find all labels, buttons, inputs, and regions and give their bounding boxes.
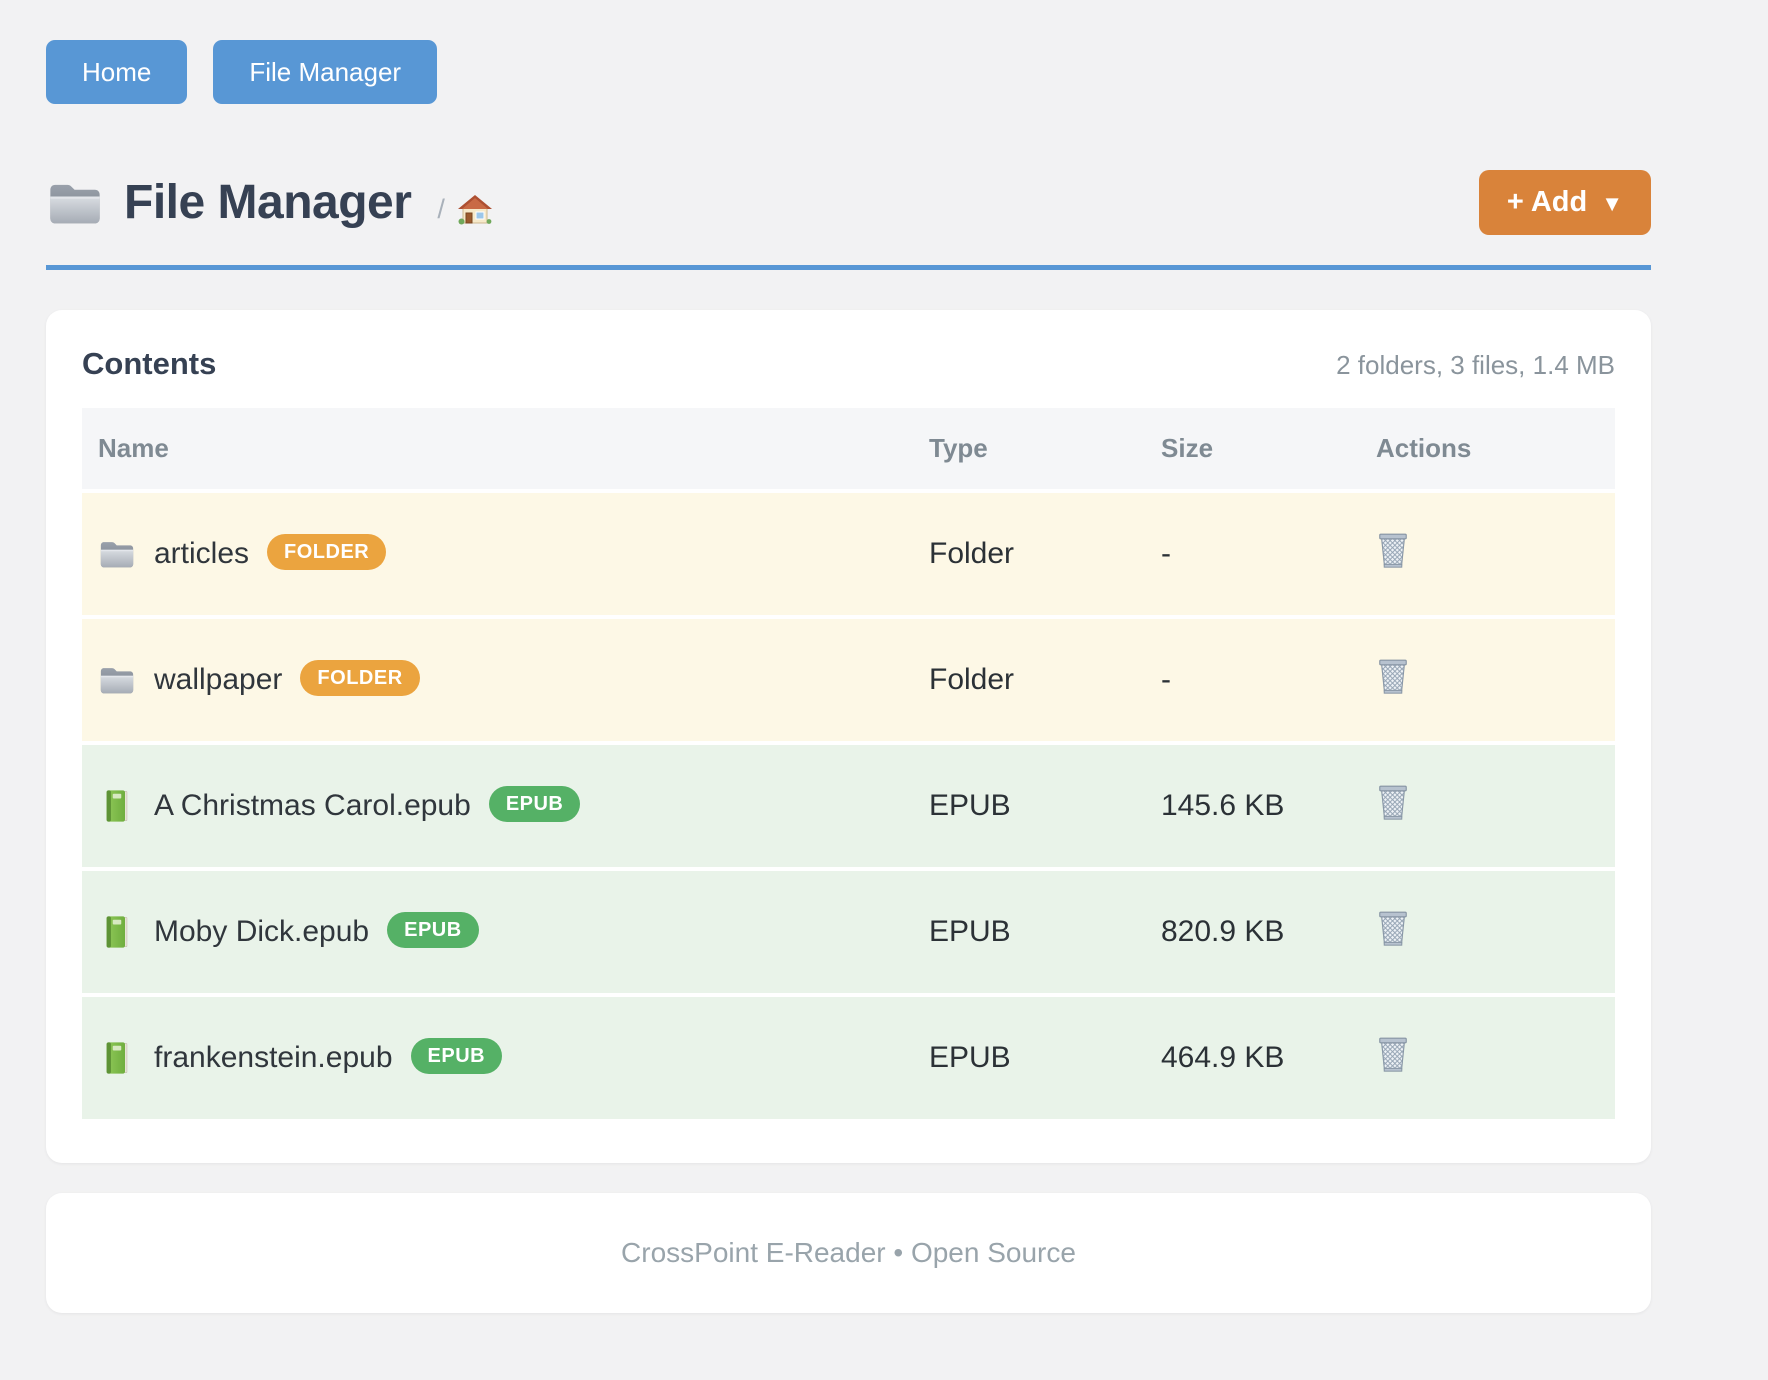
add-button-label: + Add <box>1506 186 1588 218</box>
chevron-down-icon: ▼ <box>1601 190 1623 216</box>
green-book-icon <box>98 1041 136 1075</box>
footer-text: CrossPoint E-Reader • Open Source <box>621 1237 1076 1268</box>
column-header-type: Type <box>913 408 1145 493</box>
nav-button-file-manager[interactable]: File Manager <box>213 40 438 104</box>
delete-button[interactable] <box>1376 783 1410 821</box>
file-size: 145.6 KB <box>1145 743 1360 871</box>
folder-icon <box>98 663 136 697</box>
file-type: EPUB <box>913 743 1145 871</box>
file-type: EPUB <box>913 869 1145 997</box>
table-body: articles FOLDER Folder - wallpaper FOLDE… <box>82 491 1615 1123</box>
trash-icon <box>1376 909 1410 947</box>
file-name[interactable]: frankenstein.epub <box>154 1041 393 1074</box>
file-size: 820.9 KB <box>1145 869 1360 997</box>
title-underline <box>46 265 1651 270</box>
type-badge: EPUB <box>410 1038 503 1074</box>
nav-button-home[interactable]: Home <box>46 40 188 104</box>
folder-icon <box>98 537 136 571</box>
folder-icon <box>46 178 104 228</box>
delete-button[interactable] <box>1376 1035 1410 1073</box>
contents-card: Contents 2 folders, 3 files, 1.4 MB Name… <box>46 310 1651 1163</box>
type-badge: FOLDER <box>267 534 387 570</box>
trash-icon <box>1376 657 1410 695</box>
file-name[interactable]: articles <box>154 537 250 570</box>
green-book-icon <box>98 915 136 949</box>
breadcrumb-home-button[interactable] <box>457 192 493 228</box>
card-title: Contents <box>82 346 217 381</box>
file-size: - <box>1145 617 1360 745</box>
trash-icon <box>1376 1035 1410 1073</box>
column-header-size: Size <box>1145 408 1360 493</box>
breadcrumb: / <box>437 192 493 228</box>
top-nav: Home File Manager <box>46 40 1651 104</box>
table-header-row: Name Type Size Actions <box>82 408 1615 493</box>
column-header-name: Name <box>82 408 913 493</box>
file-table: Name Type Size Actions articles FOLDER F… <box>82 408 1615 1123</box>
table-row: articles FOLDER Folder - <box>82 491 1615 619</box>
file-type: Folder <box>913 491 1145 619</box>
add-button[interactable]: + Add ▼ <box>1478 170 1651 235</box>
green-book-icon <box>98 789 136 823</box>
column-header-actions: Actions <box>1360 408 1615 493</box>
delete-button[interactable] <box>1376 531 1410 569</box>
file-name[interactable]: wallpaper <box>154 663 283 696</box>
page-header: File Manager / + Add ▼ <box>46 170 1651 235</box>
type-badge: EPUB <box>488 786 581 822</box>
table-row: wallpaper FOLDER Folder - <box>82 617 1615 745</box>
page-title: File Manager <box>124 176 412 229</box>
trash-icon <box>1376 531 1410 569</box>
file-name[interactable]: Moby Dick.epub <box>154 915 370 948</box>
file-type: EPUB <box>913 995 1145 1123</box>
breadcrumb-separator: / <box>437 194 445 224</box>
type-badge: EPUB <box>387 912 479 948</box>
file-type: Folder <box>913 617 1145 745</box>
delete-button[interactable] <box>1376 657 1410 695</box>
table-row: frankenstein.epub EPUB EPUB 464.9 KB <box>82 995 1615 1123</box>
file-size: - <box>1145 491 1360 619</box>
file-name[interactable]: A Christmas Carol.epub <box>154 789 471 822</box>
table-row: Moby Dick.epub EPUB EPUB 820.9 KB <box>82 869 1615 997</box>
delete-button[interactable] <box>1376 909 1410 947</box>
trash-icon <box>1376 783 1410 821</box>
type-badge: FOLDER <box>300 660 420 696</box>
footer: CrossPoint E-Reader • Open Source <box>46 1193 1651 1313</box>
file-size: 464.9 KB <box>1145 995 1360 1123</box>
table-row: A Christmas Carol.epub EPUB EPUB 145.6 K… <box>82 743 1615 871</box>
house-icon <box>457 192 493 228</box>
contents-summary: 2 folders, 3 files, 1.4 MB <box>1336 350 1615 380</box>
